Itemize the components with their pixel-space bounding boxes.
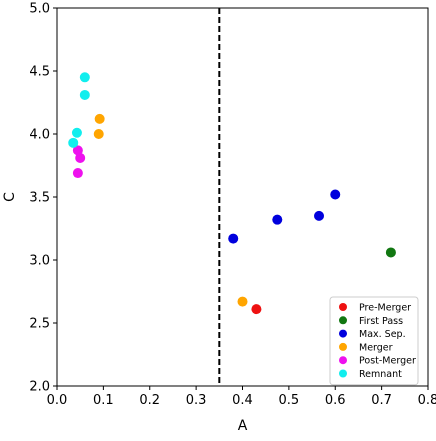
point-remnant [79, 72, 90, 83]
y-tick-label: 3.0 [29, 254, 50, 269]
legend-marker [339, 369, 347, 378]
point-max-sep [272, 214, 283, 225]
point-remnant [71, 127, 82, 138]
point-merger [93, 129, 104, 139]
x-tick-label: 0.0 [47, 393, 68, 408]
y-tick-label: 5.0 [29, 2, 50, 17]
y-axis-label: C [2, 192, 18, 202]
point-merger [237, 296, 248, 307]
legend-label: Pre-Merger [359, 303, 411, 314]
y-tick-label: 2.5 [29, 317, 50, 332]
y-tick-label: 2.0 [29, 380, 50, 395]
point-first-pass [385, 247, 396, 258]
x-tick-label: 0.3 [186, 393, 207, 408]
legend-label: Merger [359, 342, 393, 353]
x-tick-label: 0.6 [325, 393, 346, 408]
y-tick-label: 4.5 [29, 65, 50, 80]
x-axis-label: A [238, 418, 248, 434]
legend-marker [339, 342, 347, 351]
legend-label: Post-Merger [359, 356, 416, 367]
y-tick-label: 4.0 [29, 128, 50, 143]
plot-frame [56, 7, 429, 387]
point-max-sep [330, 189, 341, 200]
point-pre-merger [251, 304, 262, 315]
point-max-sep [314, 210, 325, 221]
legend-label: First Pass [359, 316, 403, 327]
point-post-merger [75, 152, 86, 163]
x-tick-label: 0.5 [279, 393, 300, 408]
point-post-merger [72, 168, 83, 179]
legend-marker [339, 356, 347, 365]
legend-label: Remnant [359, 369, 402, 380]
legend-marker [339, 303, 347, 311]
point-merger [94, 113, 105, 124]
point-max-sep [228, 233, 239, 244]
point-remnant [68, 137, 79, 148]
point-remnant [79, 89, 90, 100]
x-tick-label: 0.7 [371, 393, 392, 408]
x-tick-label: 0.1 [93, 393, 114, 408]
legend-label: Max. Sep. [359, 329, 406, 340]
legend-marker [339, 329, 347, 338]
x-tick-label: 0.4 [232, 393, 253, 408]
legend-box [329, 296, 419, 386]
legend-marker [339, 316, 347, 325]
point-post-merger [72, 145, 83, 156]
x-tick-label: 0.8 [418, 393, 436, 408]
x-tick-label: 0.2 [139, 393, 160, 408]
y-tick-label: 3.5 [29, 191, 50, 206]
